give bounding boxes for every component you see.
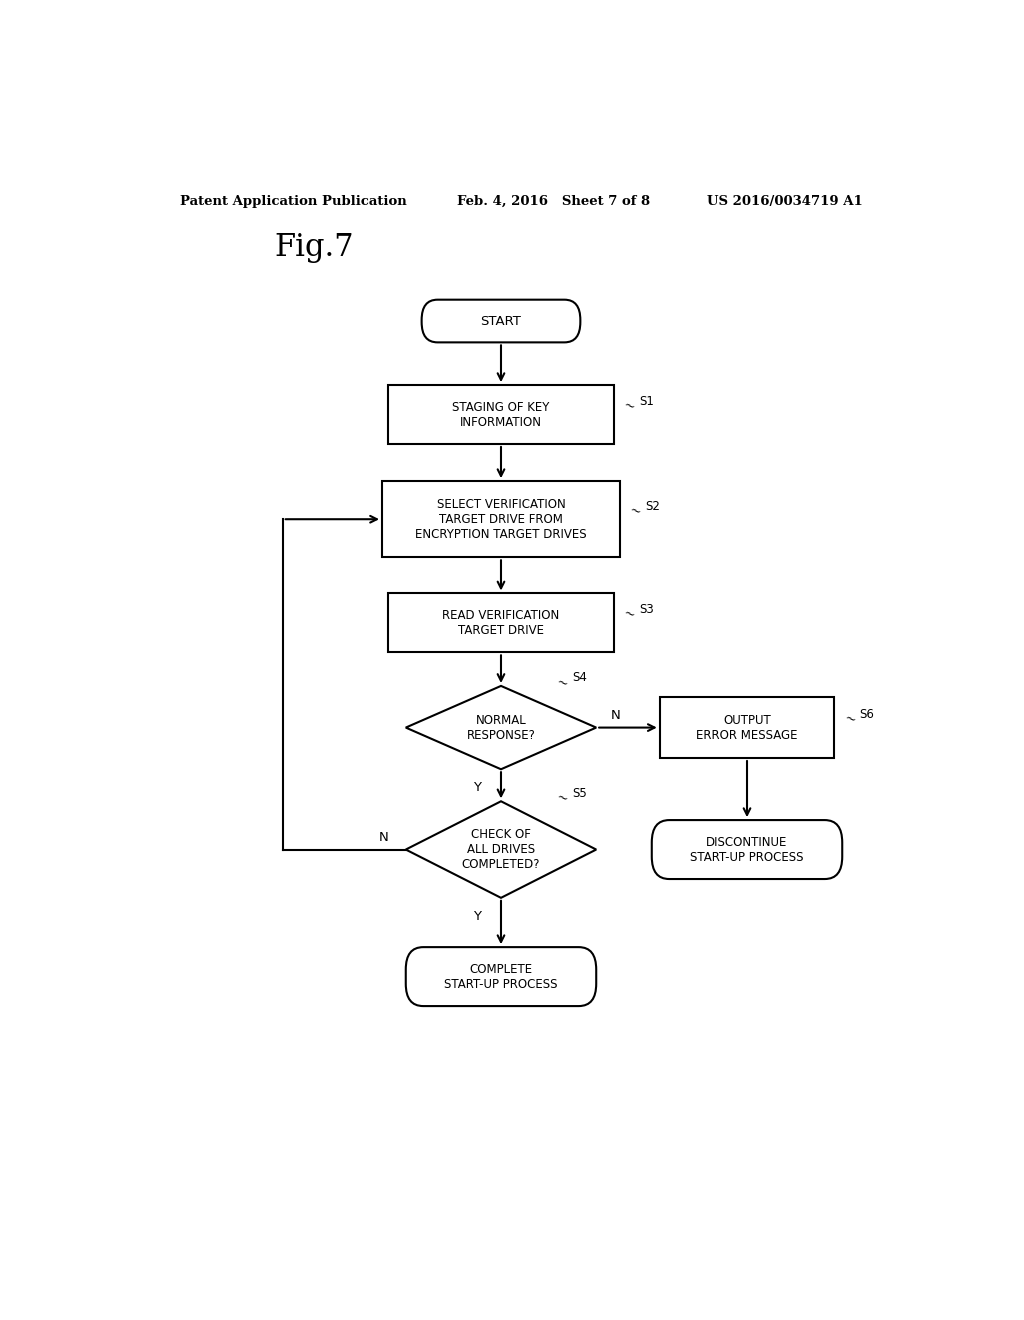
Text: COMPLETE
START-UP PROCESS: COMPLETE START-UP PROCESS: [444, 962, 558, 990]
Text: ∼: ∼: [842, 711, 857, 727]
Bar: [382, 480, 620, 557]
FancyBboxPatch shape: [422, 300, 581, 342]
Text: Feb. 4, 2016   Sheet 7 of 8: Feb. 4, 2016 Sheet 7 of 8: [458, 194, 650, 207]
Text: S4: S4: [572, 672, 587, 684]
Text: Y: Y: [473, 909, 481, 923]
Text: S5: S5: [572, 787, 587, 800]
Text: N: N: [610, 709, 621, 722]
Bar: [659, 697, 835, 758]
FancyBboxPatch shape: [652, 820, 842, 879]
Text: START: START: [480, 314, 521, 327]
Text: OUTPUT
ERROR MESSAGE: OUTPUT ERROR MESSAGE: [696, 714, 798, 742]
Text: DISCONTINUE
START-UP PROCESS: DISCONTINUE START-UP PROCESS: [690, 836, 804, 863]
FancyBboxPatch shape: [406, 948, 596, 1006]
Polygon shape: [406, 686, 596, 770]
Text: S1: S1: [639, 395, 654, 408]
Bar: [388, 385, 614, 444]
Text: S6: S6: [860, 708, 874, 721]
Text: ∼: ∼: [622, 607, 637, 623]
Text: Patent Application Publication: Patent Application Publication: [179, 194, 407, 207]
Text: ∼: ∼: [622, 399, 637, 414]
Text: Y: Y: [473, 781, 481, 795]
Text: S2: S2: [645, 499, 660, 512]
Text: ∼: ∼: [628, 503, 643, 519]
Text: SELECT VERIFICATION
TARGET DRIVE FROM
ENCRYPTION TARGET DRIVES: SELECT VERIFICATION TARGET DRIVE FROM EN…: [415, 498, 587, 541]
Text: N: N: [379, 830, 388, 843]
Bar: [388, 594, 614, 652]
Text: ∼: ∼: [555, 791, 569, 807]
Text: US 2016/0034719 A1: US 2016/0034719 A1: [708, 194, 863, 207]
Text: NORMAL
RESPONSE?: NORMAL RESPONSE?: [467, 714, 536, 742]
Text: STAGING OF KEY
INFORMATION: STAGING OF KEY INFORMATION: [453, 400, 550, 429]
Text: READ VERIFICATION
TARGET DRIVE: READ VERIFICATION TARGET DRIVE: [442, 609, 560, 636]
Text: CHECK OF
ALL DRIVES
COMPLETED?: CHECK OF ALL DRIVES COMPLETED?: [462, 828, 541, 871]
Text: Fig.7: Fig.7: [274, 232, 354, 264]
Text: S3: S3: [639, 603, 654, 616]
Text: ∼: ∼: [555, 675, 569, 690]
Polygon shape: [406, 801, 596, 898]
